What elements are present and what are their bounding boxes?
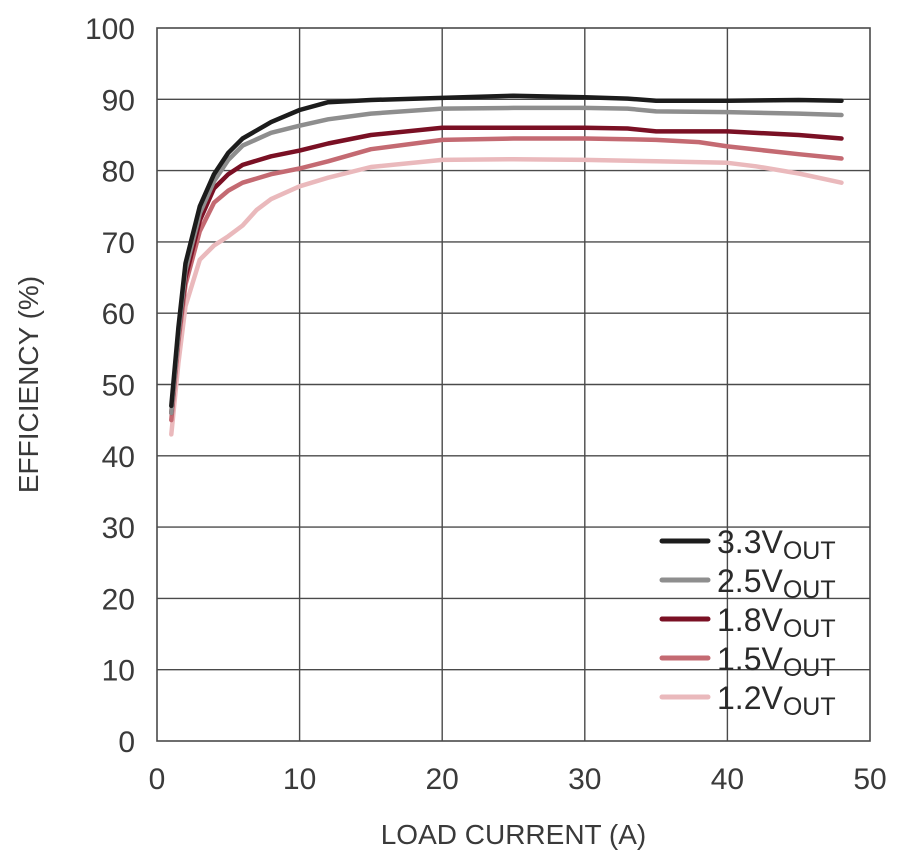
y-tick-label: 0 (118, 726, 135, 759)
y-tick-label: 20 (102, 583, 135, 616)
legend-label: 1.5VOUT (717, 641, 836, 682)
legend-label-subscript: OUT (783, 537, 836, 565)
x-axis-title: LOAD CURRENT (A) (381, 819, 647, 850)
legend-label-main: 2.5V (717, 563, 783, 599)
y-tick-label: 40 (102, 441, 135, 474)
x-tick-labels: 0 10 20 30 40 50 (149, 763, 887, 796)
legend-item: 1.8VOUT (659, 602, 836, 643)
series-line-3 (169, 136, 844, 423)
legend-label-main: 1.5V (717, 641, 783, 677)
legend-item: 3.3VOUT (659, 524, 836, 565)
y-tick-label: 10 (102, 655, 135, 688)
y-tick-labels: 0 10 20 30 40 50 60 70 80 90 100 (85, 13, 135, 759)
legend-label-subscript: OUT (783, 615, 836, 643)
x-tick-label: 40 (711, 763, 744, 796)
y-tick-label: 50 (102, 370, 135, 403)
legend-item: 1.5VOUT (659, 641, 836, 682)
legend-label: 1.2VOUT (717, 680, 836, 721)
legend-item: 2.5VOUT (659, 563, 836, 604)
x-tick-label: 0 (149, 763, 166, 796)
legend-label-subscript: OUT (783, 576, 836, 604)
series-lines (169, 93, 844, 437)
y-tick-label: 70 (102, 227, 135, 260)
x-tick-label: 20 (426, 763, 459, 796)
y-tick-label: 30 (102, 512, 135, 545)
legend-label-main: 3.3V (717, 524, 783, 560)
series-line-4 (169, 156, 844, 437)
legend-label: 3.3VOUT (717, 524, 836, 565)
x-tick-label: 10 (283, 763, 316, 796)
legend-label-main: 1.2V (717, 680, 783, 716)
legend-label-subscript: OUT (783, 654, 836, 682)
legend-label: 2.5VOUT (717, 563, 836, 604)
legend-label-main: 1.8V (717, 602, 783, 638)
x-tick-label: 30 (568, 763, 601, 796)
y-tick-label: 80 (102, 156, 135, 189)
y-axis-title: EFFICIENCY (%) (13, 276, 44, 493)
series-line-1 (169, 105, 844, 416)
x-tick-label: 50 (853, 763, 886, 796)
legend-item: 1.2VOUT (659, 680, 836, 721)
legend-label: 1.8VOUT (717, 602, 836, 643)
y-tick-label: 60 (102, 298, 135, 331)
series-line-0 (169, 93, 844, 409)
y-tick-label: 90 (102, 84, 135, 117)
legend-label-subscript: OUT (783, 693, 836, 721)
plot-frame (156, 27, 871, 742)
y-tick-label: 100 (85, 13, 135, 46)
